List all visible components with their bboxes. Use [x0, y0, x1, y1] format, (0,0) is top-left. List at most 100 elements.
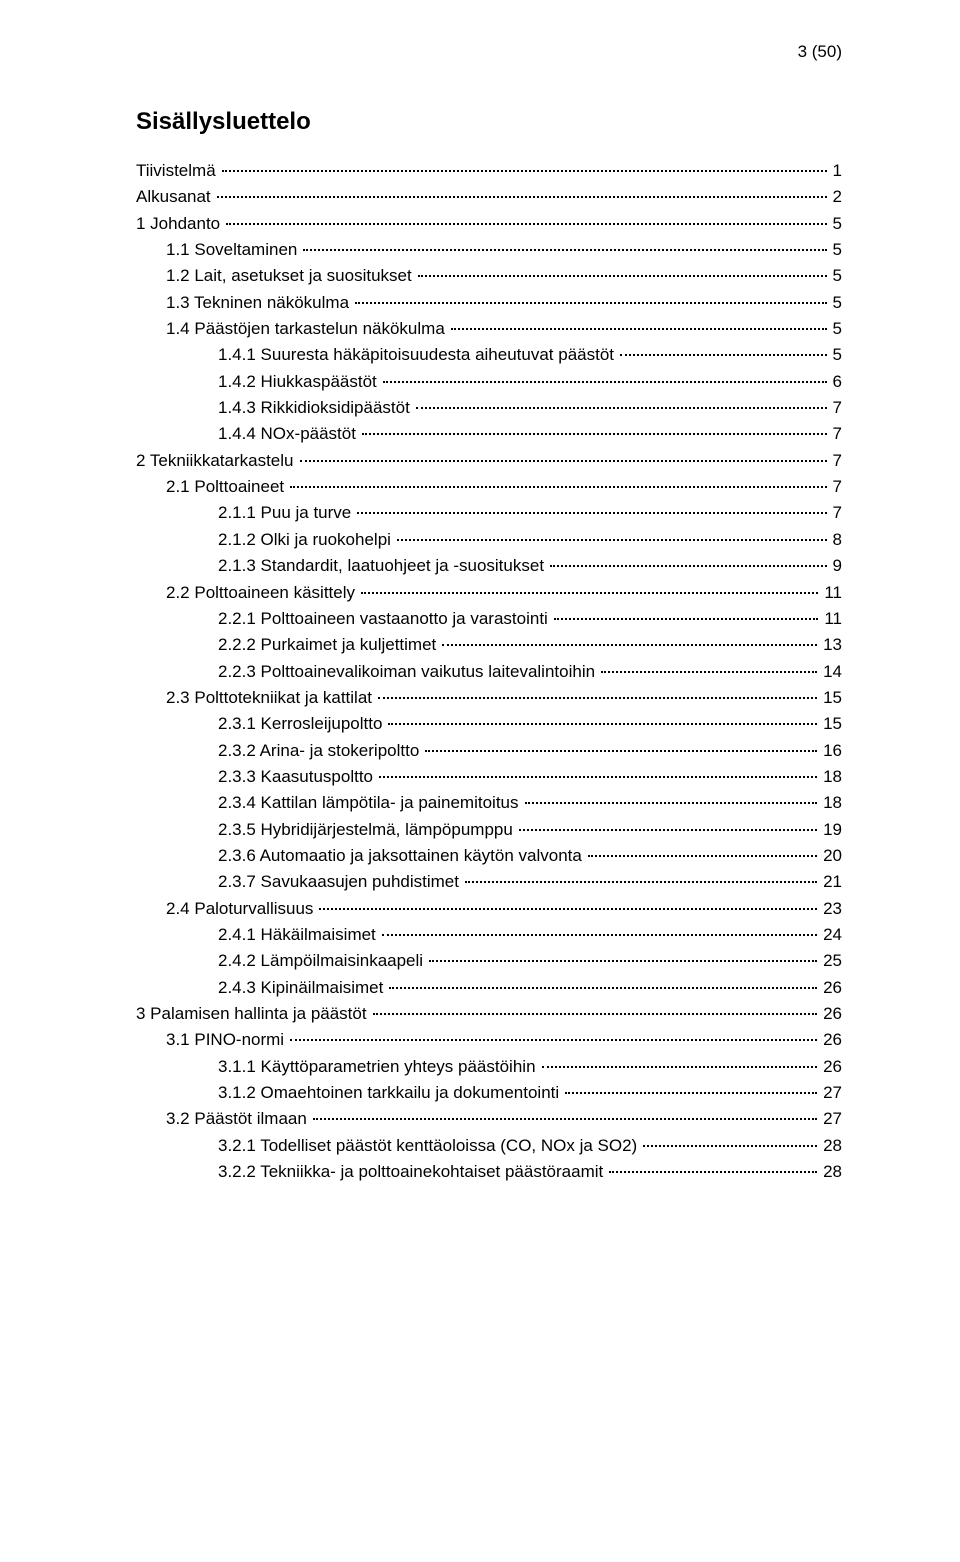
toc-entry-label: 2.3.1 Kerrosleijupoltto — [218, 711, 386, 737]
toc-entry-page: 8 — [829, 527, 842, 553]
toc-dots — [451, 328, 827, 330]
toc-entry: 2.3.3 Kaasutuspoltto18 — [136, 764, 842, 790]
toc-entry-label: 3 Palamisen hallinta ja päästöt — [136, 1001, 371, 1027]
toc-dots — [525, 802, 818, 804]
toc-entry: 2.4 Paloturvallisuus 23 — [136, 896, 842, 922]
toc-dots — [620, 354, 827, 356]
toc-entry: 3.2.2 Tekniikka- ja polttoainekohtaiset … — [136, 1159, 842, 1185]
toc-entry-page: 7 — [829, 500, 842, 526]
toc-entry-label: 2.3.6 Automaatio ja jaksottainen käytön … — [218, 843, 586, 869]
toc-entry-label: 1.4 Päästöjen tarkastelun näkökulma — [166, 316, 449, 342]
toc-entry-label: 2.4.2 Lämpöilmaisinkaapeli — [218, 948, 427, 974]
toc-entry-label: Alkusanat — [136, 184, 215, 210]
toc-dots — [355, 302, 826, 304]
toc-title: Sisällysluettelo — [136, 108, 842, 136]
toc-entry-page: 1 — [829, 158, 842, 184]
toc-list: Tiivistelmä 1Alkusanat21 Johdanto 51.1 Sov… — [136, 158, 842, 1185]
toc-dots — [290, 486, 826, 488]
toc-entry: 2.3 Polttotekniikat ja kattilat 15 — [136, 685, 842, 711]
toc-dots — [542, 1066, 818, 1068]
toc-entry: 2.3.6 Automaatio ja jaksottainen käytön … — [136, 843, 842, 869]
toc-dots — [382, 934, 817, 936]
toc-entry-page: 16 — [819, 738, 842, 764]
toc-entry: 2.1.1 Puu ja turve 7 — [136, 500, 842, 526]
toc-entry: 1.4.4 NOx-päästöt7 — [136, 421, 842, 447]
toc-entry-page: 7 — [829, 448, 842, 474]
toc-entry-label: 3.2 Päästöt ilmaan — [166, 1106, 311, 1132]
toc-dots — [373, 1013, 817, 1015]
toc-entry: 1.1 Soveltaminen5 — [136, 237, 842, 263]
toc-dots — [643, 1145, 817, 1147]
toc-dots — [300, 460, 827, 462]
toc-entry-page: 20 — [819, 843, 842, 869]
toc-entry: 3.1 PINO-normi26 — [136, 1027, 842, 1053]
toc-entry-label: 2.1.1 Puu ja turve — [218, 500, 355, 526]
toc-dots — [465, 881, 817, 883]
toc-entry: 2.1.3 Standardit, laatuohjeet ja -suosit… — [136, 553, 842, 579]
toc-dots — [362, 433, 827, 435]
toc-entry: 2.2.3 Polttoainevalikoiman vaikutus lait… — [136, 659, 842, 685]
toc-entry-label: 2.1 Polttoaineet — [166, 474, 288, 500]
toc-entry-page: 27 — [819, 1080, 842, 1106]
toc-entry-label: 2.3.2 Arina- ja stokeripoltto — [218, 738, 423, 764]
toc-dots — [383, 381, 827, 383]
toc-entry-label: 2.2.3 Polttoainevalikoiman vaikutus lait… — [218, 659, 599, 685]
toc-dots — [222, 170, 827, 172]
toc-entry: Alkusanat2 — [136, 184, 842, 210]
toc-entry: 2.3.2 Arina- ja stokeripoltto 16 — [136, 738, 842, 764]
toc-dots — [550, 565, 826, 567]
toc-entry-page: 9 — [829, 553, 842, 579]
toc-dots — [217, 196, 827, 198]
toc-entry: 3.1.2 Omaehtoinen tarkkailu ja dokumento… — [136, 1080, 842, 1106]
toc-entry-page: 13 — [819, 632, 842, 658]
toc-dots — [388, 723, 817, 725]
toc-entry-label: 2.3.4 Kattilan lämpötila- ja painemitoit… — [218, 790, 523, 816]
toc-entry: 2.2 Polttoaineen käsittely11 — [136, 580, 842, 606]
toc-dots — [565, 1092, 817, 1094]
toc-entry-label: 2.3.5 Hybridijärjestelmä, lämpöpumppu — [218, 817, 517, 843]
toc-entry-label: Tiivistelmä — [136, 158, 220, 184]
page-number: 3 (50) — [798, 42, 842, 62]
toc-dots — [378, 697, 817, 699]
toc-dots — [425, 750, 817, 752]
toc-entry-page: 19 — [819, 817, 842, 843]
toc-dots — [397, 539, 827, 541]
toc-entry: 2.3.1 Kerrosleijupoltto15 — [136, 711, 842, 737]
toc-entry: 2.4.1 Häkäilmaisimet24 — [136, 922, 842, 948]
toc-dots — [519, 829, 817, 831]
toc-entry: 2.4.3 Kipinäilmaisimet26 — [136, 975, 842, 1001]
toc-entry: 2.3.4 Kattilan lämpötila- ja painemitoit… — [136, 790, 842, 816]
toc-entry-label: 1 Johdanto — [136, 211, 224, 237]
toc-dots — [389, 987, 817, 989]
toc-entry-page: 7 — [829, 474, 842, 500]
toc-entry-label: 2.4.3 Kipinäilmaisimet — [218, 975, 387, 1001]
toc-entry-label: 2 Tekniikkatarkastelu — [136, 448, 298, 474]
toc-entry-page: 11 — [820, 580, 842, 606]
toc-entry: 1.4.3 Rikkidioksidipäästöt7 — [136, 395, 842, 421]
content-area: Sisällysluettelo Tiivistelmä1Alkusanat21… — [0, 0, 960, 1185]
toc-entry-page: 26 — [819, 1027, 842, 1053]
toc-entry: 3.2.1 Todelliset päästöt kenttäoloissa (… — [136, 1133, 842, 1159]
toc-entry-page: 15 — [819, 685, 842, 711]
toc-entry-label: 2.2.2 Purkaimet ja kuljettimet — [218, 632, 440, 658]
toc-entry-page: 28 — [819, 1159, 842, 1185]
toc-entry: 1 Johdanto 5 — [136, 211, 842, 237]
toc-entry: 3.1.1 Käyttöparametrien yhteys päästöihi… — [136, 1054, 842, 1080]
toc-dots — [379, 776, 817, 778]
toc-entry-page: 23 — [819, 896, 842, 922]
toc-entry-label: 2.3 Polttotekniikat ja kattilat — [166, 685, 376, 711]
toc-dots — [357, 512, 826, 514]
toc-entry: 3.2 Päästöt ilmaan27 — [136, 1106, 842, 1132]
toc-entry-page: 14 — [819, 659, 842, 685]
toc-dots — [588, 855, 817, 857]
toc-entry-page: 25 — [819, 948, 842, 974]
toc-entry-page: 18 — [819, 764, 842, 790]
toc-entry-page: 5 — [829, 211, 842, 237]
toc-entry-label: 2.4 Paloturvallisuus — [166, 896, 317, 922]
toc-dots — [226, 223, 826, 225]
toc-entry: 2.4.2 Lämpöilmaisinkaapeli 25 — [136, 948, 842, 974]
toc-entry-page: 7 — [829, 395, 842, 421]
toc-entry-label: 3.2.1 Todelliset päästöt kenttäoloissa (… — [218, 1133, 641, 1159]
toc-entry-page: 5 — [829, 237, 842, 263]
toc-dots — [416, 407, 827, 409]
